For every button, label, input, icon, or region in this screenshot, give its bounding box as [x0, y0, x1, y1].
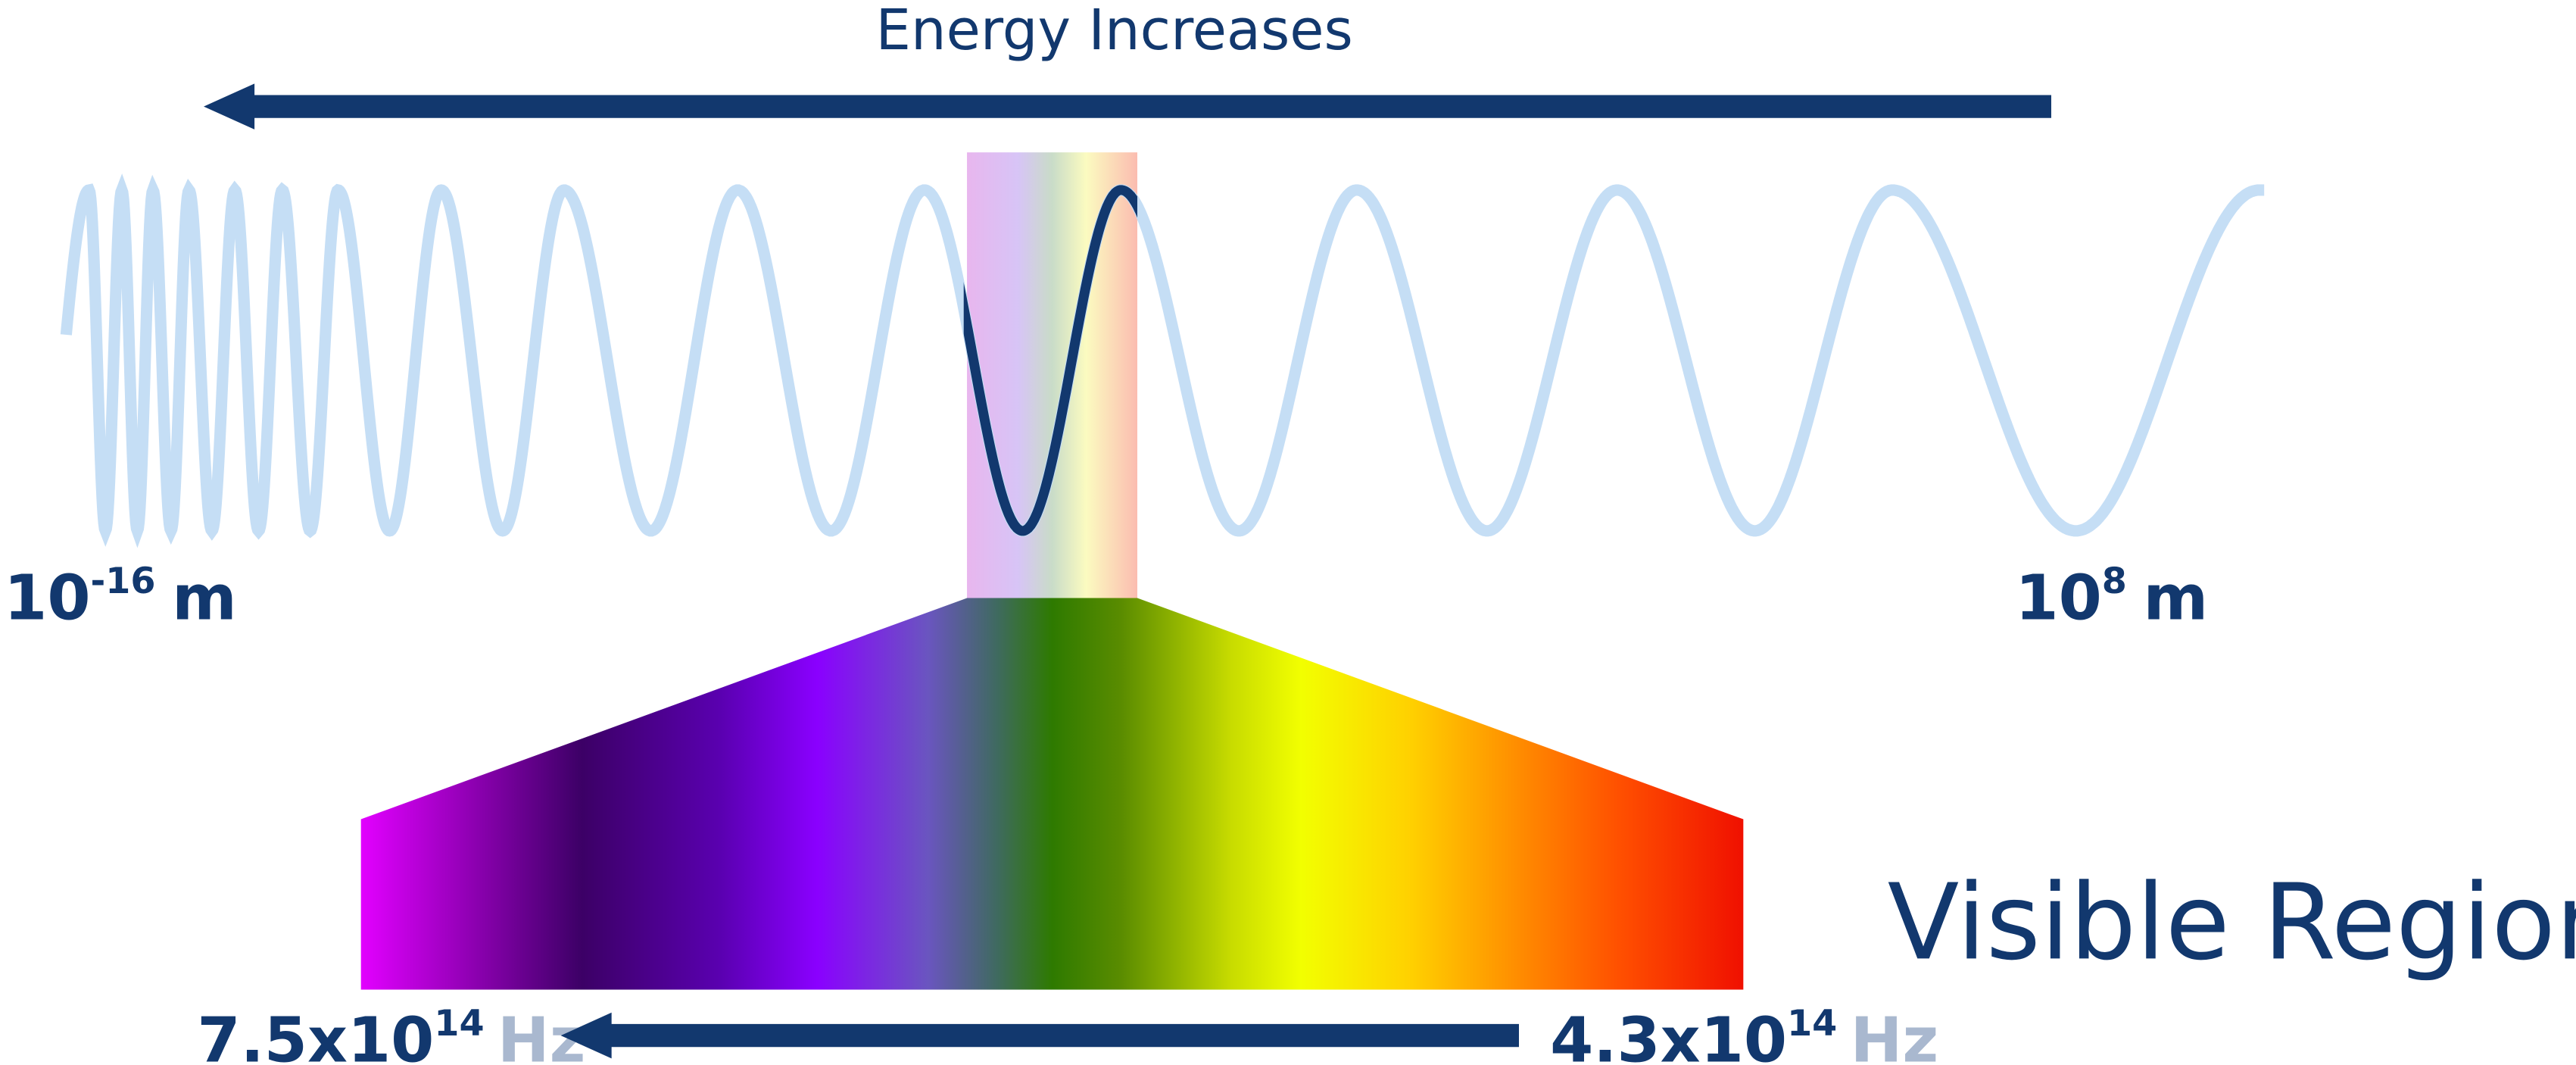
energy-arrowhead: [204, 83, 255, 130]
frequency-arrowhead: [560, 1012, 612, 1059]
visible-band: [967, 152, 1137, 598]
label-part: 10: [2015, 563, 2101, 635]
label-part: m: [2144, 563, 2209, 635]
low-frequency: 4.3x1014 Hz: [1550, 1003, 1938, 1065]
label-part: 8: [2102, 561, 2127, 602]
visible-region-label: Visible Region: [1888, 861, 2576, 983]
long-wavelength: 108 m: [2015, 561, 2208, 635]
label-part: 14: [434, 1003, 484, 1045]
label-part: 10: [4, 563, 90, 635]
label-part: Hz: [1851, 1005, 1939, 1065]
short-wavelength: 10-16 m: [4, 561, 237, 635]
title: Energy Increases: [876, 0, 1353, 63]
wave: [60, 173, 2265, 548]
visible-spectrum: [360, 598, 1744, 990]
high-frequency: 7.5x1014 Hz: [197, 1003, 585, 1065]
label-part: -16: [91, 561, 156, 602]
label-part: 7.5x10: [197, 1005, 434, 1065]
label-part: m: [172, 563, 237, 635]
label-part: 4.3x10: [1550, 1005, 1787, 1065]
label-part: 14: [1787, 1003, 1837, 1045]
